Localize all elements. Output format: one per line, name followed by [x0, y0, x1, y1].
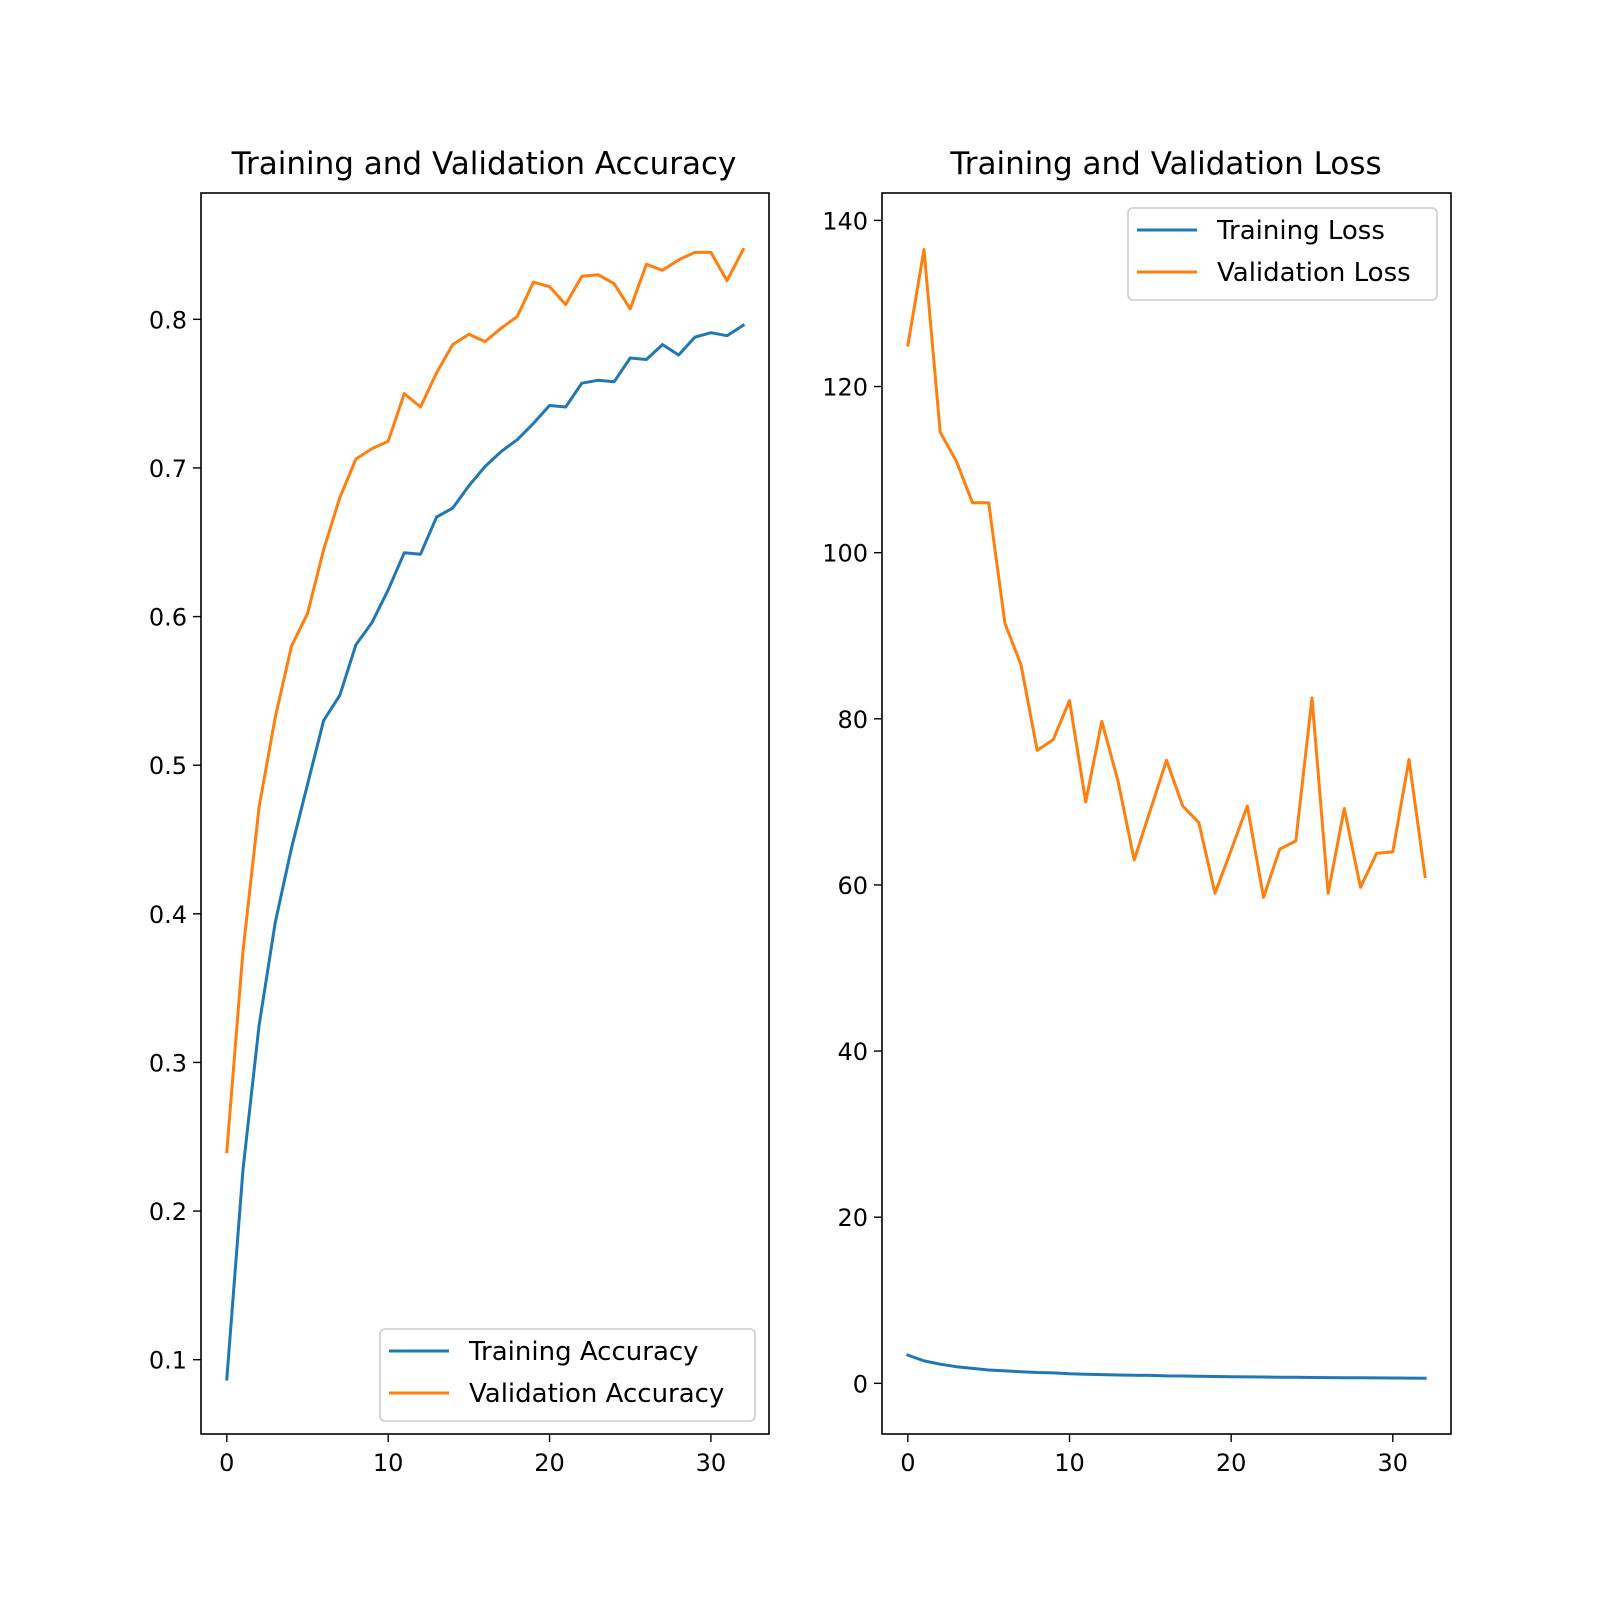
accuracy-y-tick-label: 0.6 — [149, 604, 187, 632]
loss-x-tick-label: 10 — [1054, 1449, 1085, 1477]
accuracy-y-tick-label: 0.7 — [149, 455, 187, 483]
training-loss-line — [905, 1353, 1427, 1380]
loss-chart: Training and Validation Loss 0 10 20 30 0 20 4… — [822, 146, 1452, 1477]
loss-x-tick-label: 30 — [1378, 1449, 1409, 1477]
accuracy-legend-box — [379, 1328, 756, 1422]
loss-y-tick-label: 140 — [822, 207, 868, 235]
training-accuracy-line — [225, 323, 746, 1381]
validation-accuracy-line — [225, 247, 746, 1154]
legend-training-accuracy-label: Training Accuracy — [468, 1337, 699, 1367]
accuracy-chart-legend: Training Accuracy Validation Accuracy — [379, 1328, 756, 1422]
accuracy-chart: Training and Validation Accuracy 0 10 20 30… — [149, 146, 770, 1477]
accuracy-y-tick-label: 0.8 — [149, 306, 187, 334]
accuracy-x-tick-label: 30 — [696, 1449, 727, 1477]
accuracy-y-tick-label: 0.3 — [149, 1049, 187, 1077]
accuracy-chart-frame — [200, 192, 770, 1435]
loss-chart-legend: Training Loss Validation Loss — [1127, 207, 1438, 301]
accuracy-x-tick-label: 10 — [373, 1449, 404, 1477]
loss-y-tick-label: 20 — [837, 1204, 868, 1232]
loss-legend-box — [1127, 207, 1438, 301]
loss-y-tick-label: 100 — [822, 540, 868, 568]
loss-y-tick-label: 120 — [822, 374, 868, 402]
accuracy-chart-title: Training and Validation Accuracy — [231, 146, 737, 182]
accuracy-y-tick-label: 0.4 — [149, 901, 187, 929]
legend-training-loss-label: Training Loss — [1216, 216, 1385, 246]
legend-validation-accuracy-label: Validation Accuracy — [469, 1379, 724, 1409]
loss-x-tick-label: 20 — [1216, 1449, 1247, 1477]
loss-y-tick-label: 80 — [837, 706, 868, 734]
loss-chart-ticks: 0 10 20 30 0 20 40 60 80 100 120 140 — [822, 207, 1408, 1477]
loss-y-tick-label: 60 — [837, 872, 868, 900]
legend-validation-loss-label: Validation Loss — [1217, 258, 1411, 288]
loss-chart-frame — [881, 192, 1452, 1435]
loss-chart-lines — [905, 248, 1427, 1380]
accuracy-y-tick-label: 0.1 — [149, 1347, 187, 1375]
accuracy-y-tick-label: 0.2 — [149, 1198, 187, 1226]
accuracy-chart-ticks: 0 10 20 30 0.1 0.2 0.3 0.4 0.5 0.6 0.7 0.8 — [149, 306, 726, 1477]
accuracy-x-tick-label: 20 — [534, 1449, 565, 1477]
loss-y-tick-label: 40 — [837, 1038, 868, 1066]
validation-loss-line — [906, 248, 1427, 899]
accuracy-y-tick-label: 0.5 — [149, 752, 187, 780]
accuracy-x-tick-label: 0 — [219, 1449, 234, 1477]
loss-x-tick-label: 0 — [900, 1449, 915, 1477]
accuracy-chart-lines — [225, 247, 746, 1381]
loss-y-tick-label: 0 — [853, 1370, 868, 1398]
loss-chart-title: Training and Validation Loss — [949, 146, 1381, 182]
